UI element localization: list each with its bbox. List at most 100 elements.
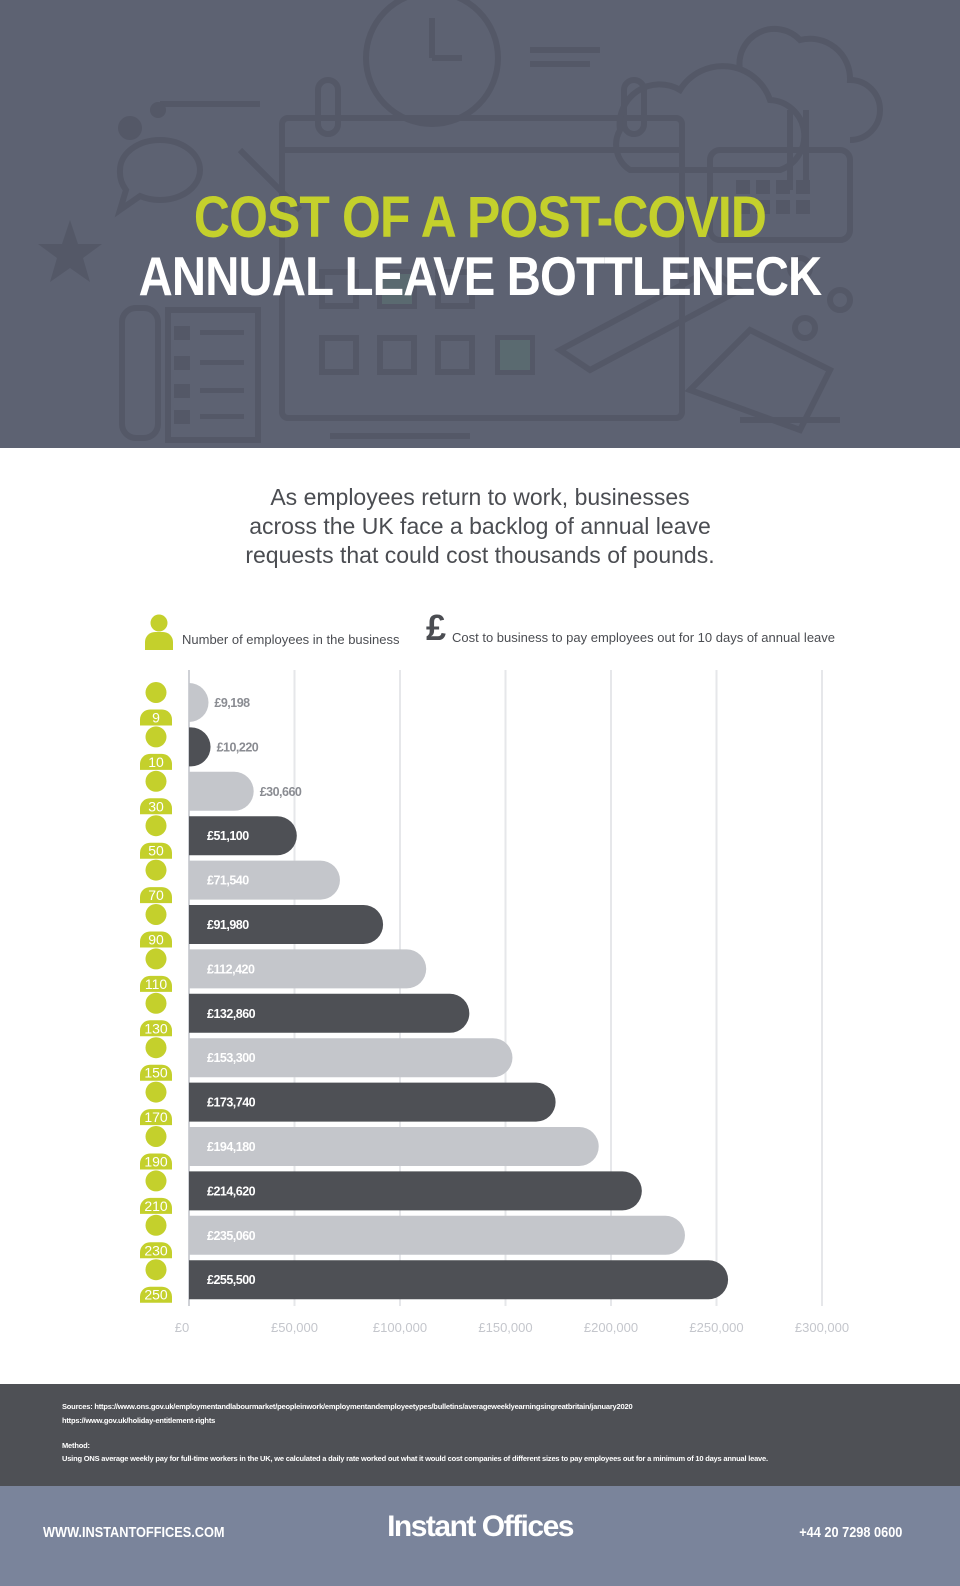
bar-value-label: £132,860 [207,1007,256,1021]
person-icon-head [145,1037,167,1059]
sources-line-2: https://www.gov.uk/holiday-entitlement-r… [62,1416,216,1425]
person-icon-body [140,1197,172,1214]
x-tick-label: £200,000 [584,1320,638,1335]
header-banner: COST OF A POST-COVID ANNUAL LEAVE BOTTLE… [0,0,960,448]
bar-value-label: £235,060 [207,1229,256,1243]
bar [189,949,427,989]
person-icon-body [140,931,172,948]
person-icon-head [145,815,167,837]
title-line-2: ANNUAL LEAVE BOTTLENECK [138,245,823,307]
x-tick-label: £250,000 [689,1320,743,1335]
person-icon-body [140,1020,172,1037]
x-tick-label: £0 [175,1320,189,1335]
bar-value-label: £214,620 [207,1184,256,1198]
bar [189,727,211,767]
person-icon-head [145,1259,167,1281]
intro-text: As employees return to work, businesses … [180,483,780,570]
bar-value-label: £194,180 [207,1140,256,1154]
employee-count-label: 230 [144,1242,168,1258]
employee-count-label: 70 [148,887,164,903]
person-icon-head [145,904,167,925]
employee-count-label: 130 [144,1020,168,1036]
bar-value-label: £9,198 [214,696,250,710]
bar [189,993,470,1033]
bar-value-label: £112,420 [207,962,255,976]
bar [189,683,209,722]
person-icon-body [140,798,172,815]
person-icon-head [145,992,167,1014]
bar [189,771,254,811]
method-text: Using ONS average weekly pay for full-ti… [62,1454,768,1463]
x-tick-label: £100,000 [373,1320,427,1335]
bar [189,1082,556,1122]
person-icon-body [140,1064,172,1081]
person-icon-body [140,1109,172,1126]
employee-count-label: 90 [148,932,164,948]
person-icon-head [145,1170,167,1192]
bar [189,1127,599,1166]
intro-line-2: across the UK face a backlog of annual l… [249,513,711,539]
person-icon-head [145,682,167,703]
person-icon-body [140,709,172,726]
pound-icon: £ [426,607,447,648]
person-icon-body [140,1286,172,1303]
footer-website-link[interactable]: WWW.INSTANTOFFICES.COM [43,1524,225,1541]
footer: WWW.INSTANTOFFICES.COM Instant Offices +… [0,1486,960,1586]
bar [189,860,340,900]
legend-cost-label: Cost to business to pay employees out fo… [452,630,836,645]
employee-count-label: 50 [148,843,164,859]
person-icon-head [145,859,167,881]
employee-count-label: 9 [152,710,160,726]
person-icon-head [145,1214,167,1236]
person-icon-head [145,726,167,748]
bar-value-label: £173,740 [207,1096,256,1110]
bar-value-label: £71,540 [207,874,249,888]
chart-legend: Number of employees in the business £ Co… [140,607,880,652]
person-icon-head [145,770,167,792]
bar-value-label: £51,100 [207,829,249,843]
person-icon-body [140,842,172,859]
bar [189,1260,729,1300]
person-icon-head [145,1081,167,1103]
bar-value-label: £10,220 [217,740,259,754]
chart-svg: £0 £50,000 £100,000 £150,000 £200,000 £250,00… [140,670,849,1335]
bar-value-label: £91,980 [207,918,249,932]
bar-value-label: £255,500 [207,1273,256,1287]
x-tick-label: £150,000 [478,1320,532,1335]
method-heading: Method: [62,1441,90,1450]
bar [189,1171,642,1211]
person-icon-body [140,975,172,992]
sources-line: Sources: https://www.ons.gov.uk/employme… [62,1402,633,1411]
office-illustration [38,0,883,443]
x-tick-label: £50,000 [271,1320,318,1335]
bar-value-label: £30,660 [260,785,302,799]
bar [189,905,384,944]
employee-count-label: 10 [148,754,164,770]
employee-count-label: 170 [144,1109,168,1125]
sources-band: Sources: https://www.ons.gov.uk/employme… [0,1384,960,1486]
employee-count-label: 30 [148,798,164,814]
legend-employees-label: Number of employees in the business [182,632,400,647]
person-icon-body [140,887,172,904]
x-tick-label: £300,000 [795,1320,849,1335]
person-icon-body [140,1153,172,1170]
person-icon-body [140,753,172,770]
bar [189,1038,513,1078]
intro-line-3: requests that could cost thousands of po… [245,542,715,568]
person-icon-head [145,1126,167,1147]
bar-value-label: £153,300 [207,1051,256,1065]
intro-line-1: As employees return to work, businesses [270,484,690,510]
person-icon-head [145,948,167,970]
bar [189,816,297,856]
title-line-1: COST OF A POST-COVID [193,185,767,250]
employee-count-label: 150 [144,1065,168,1081]
footer-phone-number[interactable]: +44 20 7298 0600 [798,1524,902,1541]
employee-count-label: 250 [144,1287,168,1303]
person-icon [145,614,173,650]
employee-count-label: 210 [144,1198,168,1214]
person-icon-body [140,1242,172,1259]
cost-bar-chart: £0 £50,000 £100,000 £150,000 £200,000 £250,00… [130,670,850,1360]
brand-logo: Instant Offices [387,1510,574,1543]
employee-count-label: 110 [145,976,168,992]
bar [189,1215,685,1255]
